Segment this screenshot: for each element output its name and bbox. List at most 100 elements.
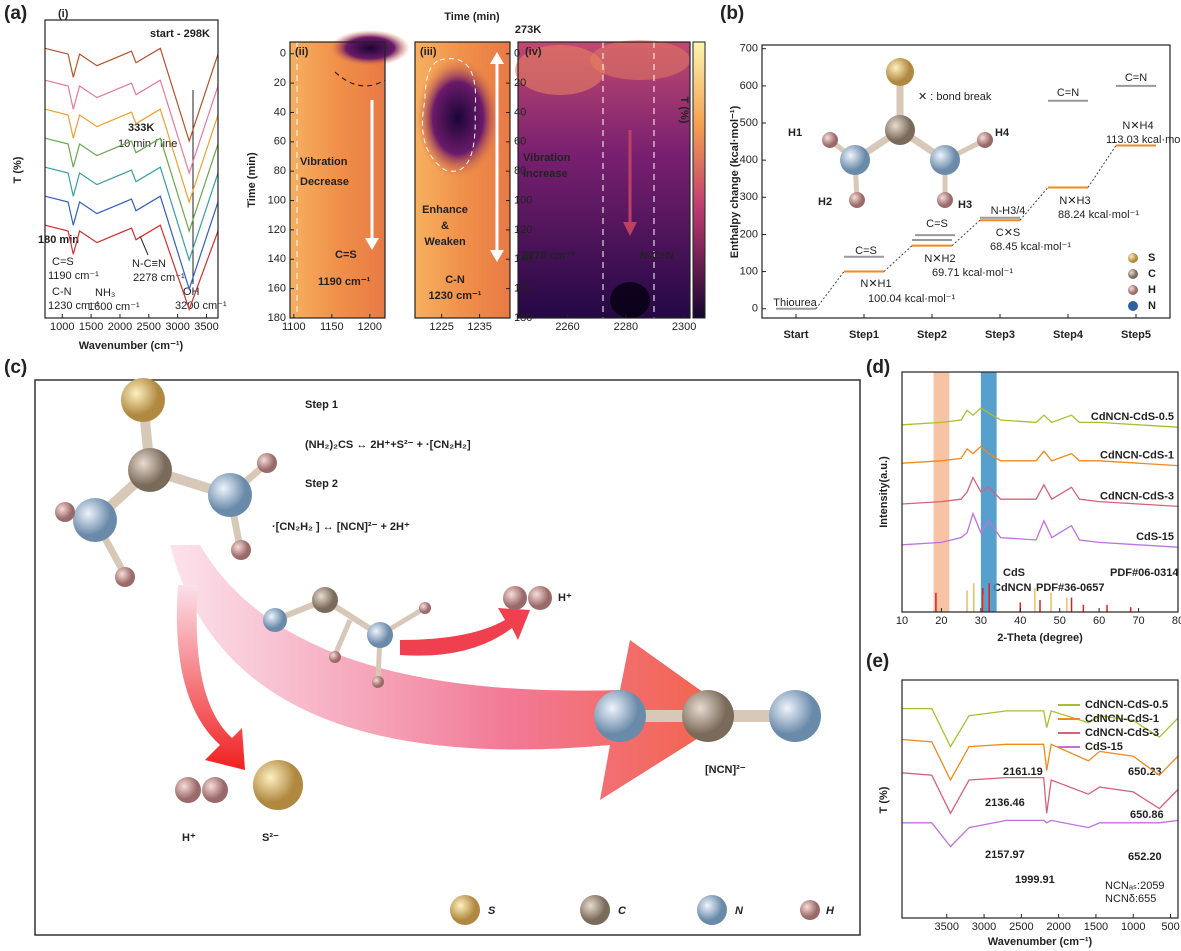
annotation: Weaken [424, 236, 466, 248]
reference-label: PDF#06-0314 [1110, 567, 1179, 579]
panel-label: (a) [4, 3, 27, 24]
legend-label: S [488, 905, 496, 917]
level-label: N-H3/4 [991, 205, 1026, 217]
x-tick-label: 2000 [1046, 921, 1070, 933]
level-label: C=N [1057, 87, 1079, 99]
annotation: N-C≡N [132, 258, 166, 270]
annotation: 3200 cm⁻¹ [175, 300, 227, 312]
x-tick-label: 2500 [137, 321, 161, 333]
x-tick-label: Step4 [1053, 329, 1084, 341]
atom-label: H4 [995, 127, 1010, 139]
heatmap-feature [610, 282, 650, 318]
level-label: 69.71 kcal·mol⁻¹ [932, 267, 1013, 279]
y-tick-label: 60 [274, 136, 286, 148]
subpanel-label: (ii) [295, 46, 309, 58]
equation: ·[CN₂H₂ ] ↔ [NCN]²⁻ + 2H⁺ [272, 521, 410, 533]
y-tick-label: 300 [740, 191, 758, 203]
level-label: C=S [926, 218, 948, 230]
legend-label: H [826, 905, 835, 917]
x-tick-label: 2280 [614, 321, 638, 333]
y-tick-label: 100 [514, 194, 532, 206]
annotation: NCNδ:655 [1105, 893, 1156, 905]
annotation: 1230 cm⁻¹ [429, 290, 482, 302]
annotation: 652.20 [1128, 851, 1162, 863]
y-tick-label: 80 [514, 165, 526, 177]
x-tick-label: 1235 [467, 321, 491, 333]
annotation: 180 min [38, 234, 79, 246]
y-axis-label: Intensity(a.u.) [878, 456, 890, 528]
x-tick-label: 2300 [672, 321, 696, 333]
atom-label: H2 [818, 196, 832, 208]
subpanel-label: (iv) [525, 46, 542, 58]
y-axis-label: Time (min) [246, 152, 258, 208]
annotation: NH₃ [95, 287, 115, 299]
x-axis-label: 2-Theta (degree) [997, 632, 1083, 644]
level-label: N✕H1 [860, 278, 891, 290]
legend-label: N [1148, 300, 1156, 312]
annotation: & [441, 220, 449, 232]
legend-label: N [735, 905, 744, 917]
x-tick-label: Step3 [985, 329, 1015, 341]
highlight-band [934, 372, 950, 612]
y-tick-label: 140 [268, 253, 286, 265]
annotation: Enhance [422, 204, 468, 216]
annotation: 1190 cm⁻¹ [318, 276, 371, 288]
x-tick-label: 2260 [555, 321, 579, 333]
y-tick-label: 100 [740, 265, 758, 277]
y-tick-label: 200 [740, 228, 758, 240]
temperature-label: 273K [515, 24, 541, 36]
annotation: 650.23 [1128, 766, 1162, 778]
heatmap-feature [330, 30, 410, 66]
panel-label: (e) [866, 651, 889, 672]
series-label: CdNCN-CdS-0.5 [1091, 411, 1174, 423]
legend-label: H [1148, 284, 1156, 296]
subpanel-label: (iii) [420, 46, 437, 58]
y-tick-label: 60 [514, 136, 526, 148]
heatmap-feature [416, 58, 500, 178]
x-tick-label: 20 [935, 615, 947, 627]
x-tick-label: 1150 [320, 321, 344, 333]
annotation: Vibration [523, 152, 571, 164]
x-tick-label: 3500 [194, 321, 218, 333]
annotation: C-N [52, 286, 72, 298]
x-tick-label: 2000 [108, 321, 132, 333]
species-label: S²⁻ [262, 832, 279, 844]
reference-label: CdNCN [993, 582, 1032, 594]
level-label: 88.24 kcal·mol⁻¹ [1058, 209, 1139, 221]
legend-label: CdNCN-CdS-3 [1085, 727, 1159, 739]
y-tick-label: 120 [268, 224, 286, 236]
y-axis-label: T (%) [12, 156, 24, 183]
colorbar-label: T (%) [678, 97, 690, 124]
series-label: CdNCN-CdS-3 [1100, 490, 1174, 502]
x-tick-label: 1000 [1121, 921, 1145, 933]
x-tick-label: 1000 [50, 321, 74, 333]
y-tick-label: 400 [740, 154, 758, 166]
x-tick-label: 40 [1014, 615, 1026, 627]
x-tick-label: 60 [1093, 615, 1105, 627]
annotation: NCNₐₛ:2059 [1105, 880, 1165, 892]
annotation: 2161.19 [1003, 766, 1043, 778]
x-tick-label: 1500 [1084, 921, 1108, 933]
equation: (NH₂)₂CS ↔ 2H⁺+S²⁻ + ·[CN₂H₂] [305, 439, 471, 451]
legend-label: CdNCN-CdS-1 [1085, 713, 1159, 725]
y2-axis-label: Time (min) [444, 11, 500, 23]
x-tick-label: 2500 [1009, 921, 1033, 933]
annotation: Decrease [300, 176, 349, 188]
subpanel-label: (i) [58, 8, 69, 20]
x-tick-label: 500 [1161, 921, 1179, 933]
x-axis-label: Wavenumber (cm⁻¹) [988, 936, 1093, 948]
y-tick-label: 40 [514, 106, 526, 118]
annotation: 2157.97 [985, 849, 1025, 861]
y-tick-label: 100 [268, 194, 286, 206]
level-label: Thiourea [773, 297, 817, 309]
x-tick-label: Step2 [917, 329, 947, 341]
annotation: 333K [128, 122, 154, 134]
y-tick-label: 700 [740, 43, 758, 55]
annotation: C=S [52, 256, 74, 268]
y-axis-label: T (%) [878, 786, 890, 813]
x-tick-label: 80 [1172, 615, 1181, 627]
annotation: 2136.46 [985, 797, 1025, 809]
x-tick-label: 10 [896, 615, 908, 627]
panel-label: (c) [4, 357, 27, 378]
y-tick-label: 0 [514, 48, 520, 60]
